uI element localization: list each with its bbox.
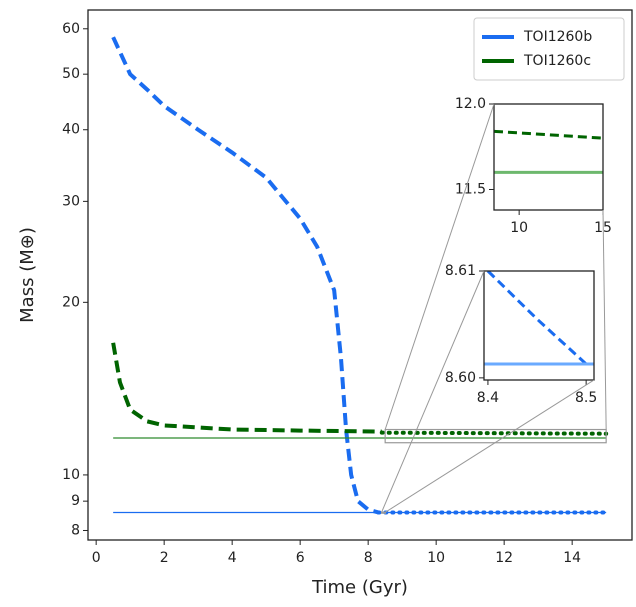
x-tick-label: 10 [510, 220, 528, 236]
y-axis-label: Mass (M⊕) [17, 227, 38, 323]
y-tick-label: 8 [71, 522, 80, 538]
y-tick-label: 8.60 [445, 370, 476, 386]
x-tick-label: 4 [228, 550, 237, 566]
inset-background [484, 271, 594, 380]
y-tick-label: 40 [62, 122, 80, 138]
x-axis-label: Time (Gyr) [311, 577, 408, 598]
series-line [486, 271, 588, 366]
zoom-connector [385, 379, 595, 513]
frame [483, 270, 595, 381]
zoom-connector [602, 209, 607, 430]
x-tick-label: 0 [92, 550, 101, 566]
x-tick-label: 10 [427, 550, 445, 566]
series-line [379, 430, 609, 436]
x-tick-label: 12 [495, 550, 513, 566]
series-line [494, 129, 603, 140]
y-tick-label: 30 [62, 193, 80, 209]
y-tick-label: 11.5 [455, 181, 486, 197]
legend-label: TOI1260c [523, 53, 591, 69]
legend-label: TOI1260b [523, 29, 592, 45]
plot-area [484, 271, 594, 366]
plot-area [494, 129, 603, 174]
legend [473, 17, 625, 81]
series-line [111, 36, 379, 515]
zoom-connector [384, 103, 495, 430]
frame [493, 103, 604, 211]
y-tick-label: 9 [71, 493, 80, 509]
frame [87, 9, 633, 541]
y-tick-label: 60 [62, 21, 80, 37]
y-tick-label: 20 [62, 294, 80, 310]
x-tick-label: 8.4 [477, 390, 499, 406]
zoom-connector [381, 270, 485, 513]
x-tick-label: 14 [563, 550, 581, 566]
y-tick-label: 10 [62, 467, 80, 483]
x-tick-label: 8.5 [575, 390, 597, 406]
zoom-box [381, 511, 387, 514]
y-tick-label: 50 [62, 66, 80, 82]
x-tick-label: 2 [160, 550, 169, 566]
y-tick-label: 8.61 [445, 263, 476, 279]
y-tick-label: 12.0 [455, 96, 486, 112]
series-line [111, 342, 382, 434]
x-tick-label: 6 [296, 550, 305, 566]
inset-background [494, 104, 603, 210]
x-tick-label: 8 [364, 550, 373, 566]
plot-area [111, 36, 609, 515]
